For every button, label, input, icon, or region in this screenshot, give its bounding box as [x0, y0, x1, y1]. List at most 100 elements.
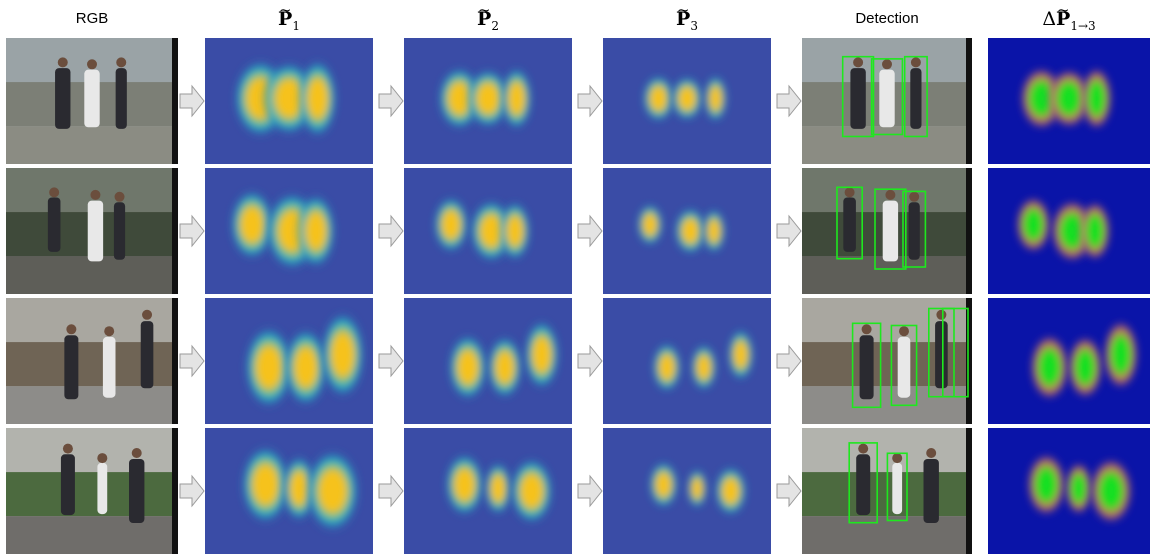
row-2-pedestrians-trees-delta-image [988, 168, 1150, 294]
heat-blob [243, 325, 294, 410]
person-head [858, 443, 869, 454]
heat-blob [447, 333, 488, 401]
row-3-pedestrians-crosswalk-delta-image [988, 298, 1150, 424]
heat-blob [673, 207, 707, 255]
row-3-pedestrians-crosswalk-rgb-image [6, 298, 178, 424]
row-4-cyclists-road-p2-image [404, 428, 572, 554]
person-head [910, 57, 921, 68]
person-figure [843, 197, 856, 252]
person-head [885, 189, 896, 200]
person-head [844, 187, 855, 198]
heat-blob [1080, 66, 1113, 131]
header-rgb: RGB [75, 10, 109, 27]
row-2-pedestrians-trees-p1-image [205, 168, 373, 294]
heat-blob [714, 465, 748, 517]
heat-blob [1078, 200, 1111, 262]
row-2-pedestrians-trees-rgb-image [6, 168, 178, 294]
flow-arrow-icon [378, 214, 404, 248]
person-figure [923, 459, 939, 523]
detection-box [942, 307, 969, 398]
row-2-pedestrians-trees-rgb-panel [6, 168, 178, 294]
detection-box [890, 324, 918, 407]
person-figure [892, 462, 903, 515]
flow-arrow-icon [776, 214, 802, 248]
person-figure [64, 335, 79, 400]
row-2-pedestrians-trees-p2-image [404, 168, 572, 294]
person-head [882, 59, 892, 70]
header-p1-index: 1 [292, 18, 300, 33]
person-head [62, 443, 73, 454]
person-head [861, 324, 872, 335]
person-figure [859, 335, 874, 400]
heat-blob [433, 196, 470, 254]
row-1-pedestrians-sidewalk-delta-panel [988, 38, 1150, 164]
person-figure [879, 69, 895, 128]
header-delta-symbol: P [1056, 8, 1070, 30]
person-figure [856, 454, 871, 516]
row-3-pedestrians-crosswalk-p3-panel [603, 298, 771, 424]
heat-blob [686, 468, 708, 509]
person-figure [850, 68, 866, 129]
row-3-pedestrians-crosswalk-det-image [802, 298, 972, 424]
detection-box [848, 442, 879, 524]
person-head [909, 191, 920, 202]
heat-blob [523, 319, 560, 390]
row-3-pedestrians-crosswalk-det-panel [802, 298, 972, 424]
heat-blob [500, 66, 533, 131]
header-p3-index: 3 [690, 18, 698, 33]
row-4-cyclists-road-p1-panel [205, 428, 373, 554]
heat-blob [484, 461, 513, 516]
person-figure [115, 68, 127, 129]
row-1-pedestrians-sidewalk-p3-image [603, 38, 771, 164]
row-4-cyclists-road-rgb-image [6, 428, 178, 554]
person-head [853, 57, 864, 68]
row-3-pedestrians-crosswalk-p2-panel [404, 298, 572, 424]
detection-box [886, 452, 908, 522]
row-1-pedestrians-sidewalk-det-panel [802, 38, 972, 164]
person-head [104, 326, 115, 337]
row-2-pedestrians-trees-p3-image [603, 168, 771, 294]
row-4-cyclists-road-det-panel [802, 428, 972, 554]
header-p3: P3 [603, 4, 771, 34]
row-1-pedestrians-sidewalk-p2-image [404, 38, 572, 164]
person-figure [97, 462, 108, 515]
row-4-cyclists-road-delta-panel [988, 428, 1150, 554]
detection-box [841, 55, 875, 138]
heat-blob [1067, 335, 1104, 400]
heat-blob [701, 208, 726, 254]
person-figure [102, 336, 116, 398]
row-3-pedestrians-crosswalk-p2-image [404, 298, 572, 424]
heat-blob [670, 75, 704, 122]
row-4-cyclists-road-rgb-panel [6, 428, 178, 554]
heat-blob [444, 452, 485, 517]
person-figure [882, 200, 899, 262]
header-delta: ΔP1→3 [988, 4, 1150, 34]
heat-blob [466, 68, 510, 129]
flow-arrow-icon [776, 344, 802, 378]
heat-blob [320, 310, 366, 399]
row-1-pedestrians-sidewalk-p1-image [205, 38, 373, 164]
row-2-pedestrians-trees-p3-panel [603, 168, 771, 294]
row-2-pedestrians-trees-det-panel [802, 168, 972, 294]
flow-arrow-icon [378, 84, 404, 118]
detection-box [902, 190, 927, 268]
person-head [899, 326, 909, 337]
heat-blob [305, 449, 361, 533]
row-3-pedestrians-crosswalk-rgb-panel [6, 298, 178, 424]
flow-arrow-icon [577, 474, 603, 508]
heat-blob [1089, 457, 1134, 525]
header-p2-symbol: P [477, 8, 491, 30]
person-figure [55, 68, 71, 129]
heat-blob [1102, 319, 1139, 390]
header-p1-symbol: P [278, 8, 292, 30]
detection-box [874, 188, 907, 270]
row-1-pedestrians-sidewalk-p1-panel [205, 38, 373, 164]
heat-blob [240, 444, 291, 525]
person-figure [935, 321, 948, 389]
row-4-cyclists-road-p2-panel [404, 428, 572, 554]
detection-box [928, 307, 955, 398]
person-figure [84, 69, 100, 128]
person-head [892, 453, 903, 464]
heat-blob [498, 200, 531, 262]
